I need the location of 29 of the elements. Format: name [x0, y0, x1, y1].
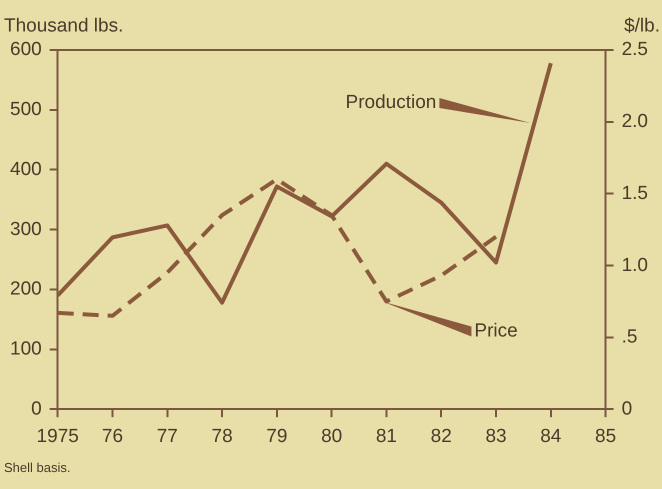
y-tick-label: 600	[10, 39, 42, 60]
y2-tick-label: 1.0	[622, 254, 648, 276]
y-tick-label: 400	[10, 158, 42, 180]
x-tick-label: 79	[266, 426, 288, 447]
y2-tick-label: 1.5	[622, 182, 648, 204]
x-tick-label: 78	[211, 426, 233, 447]
x-tick-label: 84	[540, 426, 562, 447]
x-tick-label: 85	[595, 426, 616, 447]
y2-axis-title: $/lb.	[624, 16, 660, 37]
x-tick-label: 83	[485, 426, 507, 447]
x-tick-label: 80	[321, 426, 342, 447]
x-tick-label: 82	[430, 426, 452, 447]
x-tick-label: 1975	[36, 426, 79, 447]
y-tick-label: 100	[10, 338, 42, 360]
y2-tick-label: 0	[622, 398, 632, 420]
y2-tick-label: .5	[622, 326, 638, 348]
y-tick-label: 0	[31, 398, 42, 420]
y-axis-title: Thousand lbs.	[4, 16, 124, 37]
x-tick-label: 81	[376, 426, 398, 447]
x-tick-label: 76	[102, 426, 124, 447]
x-tick-label: 77	[156, 426, 178, 447]
y2-tick-label: 2.5	[622, 39, 648, 60]
y-tick-label: 500	[10, 99, 42, 120]
y-tick-label: 300	[10, 218, 42, 240]
text: Shell basis.	[3, 460, 72, 475]
text: Production	[346, 92, 436, 114]
y2-tick-label: 2.0	[622, 111, 648, 132]
legend-label: Price	[474, 320, 518, 342]
y-tick-label: 200	[10, 278, 42, 300]
